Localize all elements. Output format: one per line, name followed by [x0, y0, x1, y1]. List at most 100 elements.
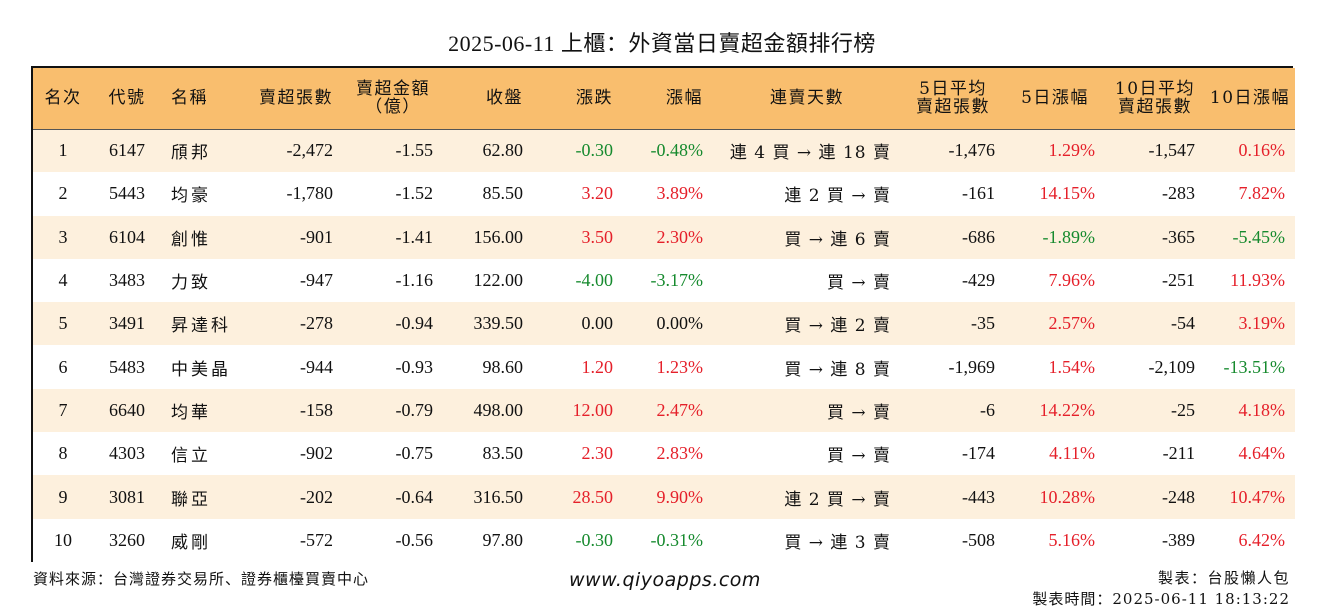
- cell-change: 1.20: [581, 356, 614, 377]
- cell-change: -0.30: [575, 529, 614, 550]
- cell-streak: 連 4 買 → 連 18 賣: [729, 143, 891, 164]
- cell-rank: 1: [58, 140, 68, 161]
- cell-name: 創惟: [171, 229, 211, 250]
- cell-sell-amount: -0.79: [395, 399, 434, 420]
- cell-close: 98.60: [482, 356, 524, 377]
- cell-avg5: -1,969: [948, 356, 996, 377]
- cell-rank: 8: [58, 443, 68, 464]
- cell-pct10: 6.42%: [1238, 529, 1286, 550]
- cell-rank: 7: [58, 399, 68, 420]
- cell-code: 3491: [109, 313, 145, 334]
- cell-pct5: 14.22%: [1039, 399, 1096, 420]
- header-sell-amount: 賣超金額 （億）: [343, 68, 443, 129]
- cell-rank: 2: [58, 183, 68, 204]
- website-link[interactable]: www.qiyoapps.com: [569, 569, 761, 591]
- cell-pct5: 7.96%: [1048, 270, 1096, 291]
- cell-close: 498.00: [473, 399, 524, 420]
- cell-change: 12.00: [572, 399, 614, 420]
- cell-close: 122.00: [473, 270, 524, 291]
- cell-pct10: 10.47%: [1229, 486, 1286, 507]
- cell-name: 中美晶: [171, 359, 231, 380]
- cell-avg5: -1,476: [948, 140, 996, 161]
- cell-rank: 9: [58, 486, 68, 507]
- cell-rank: 5: [58, 313, 68, 334]
- table-row: 1 6147 頎邦 -2,472 -1.55 62.80 -0.30 -0.48% 連 4 買 …: [33, 129, 1295, 173]
- table-row: 8 4303 信立 -902 -0.75 83.50 2.30 2.83% 買 → 賣 -174 4…: [33, 432, 1295, 476]
- cell-name: 均華: [171, 402, 211, 423]
- cell-name: 昇達科: [171, 316, 231, 337]
- cell-streak: 買 → 賣: [826, 273, 891, 294]
- cell-change: -4.00: [575, 270, 614, 291]
- cell-streak: 買 → 連 8 賣: [784, 359, 891, 380]
- cell-avg5: -161: [962, 183, 995, 204]
- cell-streak: 買 → 連 3 賣: [784, 532, 891, 553]
- cell-sell-amount: -1.41: [395, 226, 434, 247]
- cell-avg10: -283: [1162, 183, 1195, 204]
- cell-name: 威剛: [171, 532, 211, 553]
- cell-name: 力致: [171, 273, 211, 294]
- cell-change: 0.00: [581, 313, 614, 334]
- cell-streak: 連 2 買 → 賣: [784, 489, 891, 510]
- cell-pct10: -5.45%: [1232, 226, 1286, 247]
- cell-code: 5483: [109, 356, 145, 377]
- cell-avg10: -54: [1171, 313, 1195, 334]
- cell-change-pct: -0.31%: [650, 529, 704, 550]
- cell-sell-amount: -0.93: [395, 356, 434, 377]
- cell-change: 3.50: [581, 226, 614, 247]
- header-avg10-line2: 賣超張數: [1118, 97, 1192, 118]
- header-code: 代號: [108, 88, 146, 109]
- cell-avg10: -1,547: [1148, 140, 1196, 161]
- maker-credit: 製表：台股懶人包: [1157, 569, 1290, 587]
- cell-change-pct: 2.47%: [656, 399, 704, 420]
- cell-pct10: 0.16%: [1238, 140, 1286, 161]
- cell-sell-lots: -944: [300, 356, 333, 377]
- cell-streak: 連 2 買 → 賣: [784, 186, 891, 207]
- cell-rank: 10: [54, 529, 72, 550]
- cell-avg10: -2,109: [1148, 356, 1196, 377]
- cell-rank: 3: [58, 226, 68, 247]
- cell-sell-amount: -1.55: [395, 140, 434, 161]
- cell-code: 3260: [109, 529, 145, 550]
- cell-sell-amount: -0.94: [395, 313, 434, 334]
- cell-name: 聯亞: [171, 489, 211, 510]
- cell-avg5: -6: [980, 399, 995, 420]
- cell-close: 62.80: [482, 140, 524, 161]
- table-row: 6 5483 中美晶 -944 -0.93 98.60 1.20 1.23% 買 → 連 8 賣…: [33, 345, 1295, 389]
- header-pct10: 10日漲幅: [1209, 88, 1291, 109]
- cell-pct10: -13.51%: [1223, 356, 1286, 377]
- table-row: 7 6640 均華 -158 -0.79 498.00 12.00 2.47% 買 → 賣 -6 1…: [33, 388, 1295, 433]
- cell-sell-amount: -1.52: [395, 183, 434, 204]
- cell-pct5: 10.28%: [1039, 486, 1096, 507]
- cell-change-pct: 0.00%: [656, 313, 704, 334]
- cell-sell-lots: -901: [300, 226, 333, 247]
- cell-code: 4303: [109, 443, 145, 464]
- header-sell-lots: 賣超張數: [259, 88, 333, 109]
- cell-pct5: 4.11%: [1049, 443, 1095, 464]
- cell-code: 6104: [109, 226, 145, 247]
- header-change: 漲跌: [576, 88, 613, 109]
- cell-change-pct: 2.83%: [656, 443, 704, 464]
- cell-close: 97.80: [482, 529, 524, 550]
- cell-sell-lots: -1,780: [286, 183, 334, 204]
- header-close: 收盤: [486, 88, 523, 109]
- cell-sell-lots: -947: [300, 270, 333, 291]
- cell-sell-lots: -202: [300, 486, 333, 507]
- cell-pct5: 2.57%: [1048, 313, 1096, 334]
- cell-pct10: 7.82%: [1238, 183, 1286, 204]
- cell-pct5: 14.15%: [1039, 183, 1096, 204]
- cell-sell-amount: -0.56: [395, 529, 434, 550]
- cell-change: -0.30: [575, 140, 614, 161]
- cell-pct10: 4.18%: [1238, 399, 1286, 420]
- cell-pct5: 5.16%: [1048, 529, 1096, 550]
- cell-close: 83.50: [482, 443, 524, 464]
- cell-avg10: -251: [1162, 270, 1195, 291]
- cell-avg5: -174: [962, 443, 995, 464]
- table-body: 1 6147 頎邦 -2,472 -1.55 62.80 -0.30 -0.48% 連 4 買 …: [33, 129, 1295, 562]
- cell-rank: 4: [58, 270, 68, 291]
- cell-close: 85.50: [482, 183, 524, 204]
- cell-change: 28.50: [572, 486, 614, 507]
- cell-streak: 買 → 連 6 賣: [784, 229, 891, 250]
- cell-avg10: -25: [1171, 399, 1195, 420]
- cell-sell-amount: -0.64: [395, 486, 434, 507]
- cell-code: 6147: [109, 140, 145, 161]
